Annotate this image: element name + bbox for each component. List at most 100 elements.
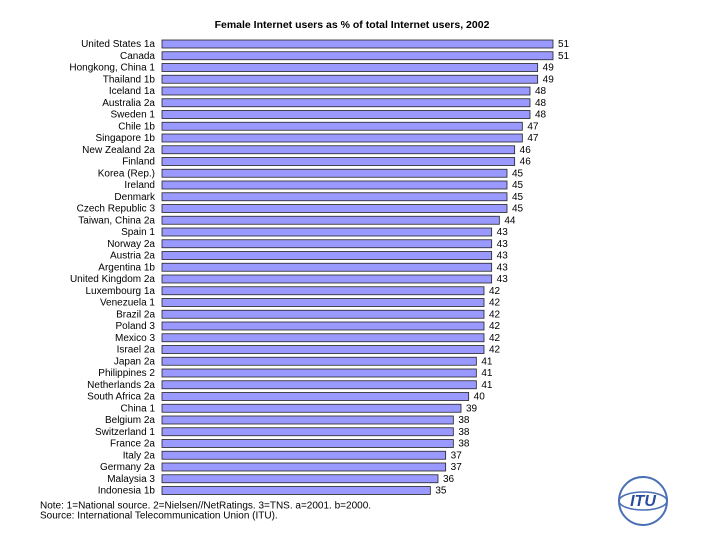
y-tick-label: France 2a xyxy=(110,439,155,450)
value-label: 43 xyxy=(497,262,509,273)
value-label: 40 xyxy=(474,392,486,403)
bar xyxy=(161,392,470,401)
bar xyxy=(161,110,531,119)
value-label: 46 xyxy=(520,157,532,168)
bar xyxy=(161,450,447,460)
value-label: 49 xyxy=(543,63,555,74)
value-label: 42 xyxy=(489,286,501,297)
value-label: 42 xyxy=(489,345,501,356)
value-label: 45 xyxy=(512,168,524,179)
value-label: 47 xyxy=(527,121,539,132)
value-label: 45 xyxy=(512,192,524,203)
value-label: 39 xyxy=(466,403,478,414)
y-tick-label: Brazil 2a xyxy=(116,309,155,320)
bar xyxy=(161,262,493,272)
y-tick-label: Taiwan, China 2a xyxy=(78,215,155,226)
value-label: 51 xyxy=(558,51,570,62)
bar xyxy=(161,133,523,143)
y-tick-label: Australia 2a xyxy=(102,98,155,109)
y-tick-label: Italy 2a xyxy=(123,450,156,461)
bar xyxy=(161,215,500,225)
y-tick-label: Argentina 1b xyxy=(98,262,155,273)
value-label: 43 xyxy=(497,274,509,285)
bar xyxy=(161,368,477,378)
y-tick-label: Sweden 1 xyxy=(111,110,156,121)
y-tick-label: Switzerland 1 xyxy=(95,427,155,438)
y-tick-label: Germany 2a xyxy=(100,462,155,473)
value-label: 42 xyxy=(489,321,501,332)
value-label: 35 xyxy=(435,486,447,497)
value-label: 38 xyxy=(458,427,470,438)
bar xyxy=(161,356,477,366)
value-label: 41 xyxy=(481,356,493,367)
footnote: Note: 1=National source. 2=Nielsen//NetR… xyxy=(40,501,371,512)
bar xyxy=(161,380,477,390)
bar xyxy=(161,51,554,61)
value-label: 44 xyxy=(504,215,516,226)
bar xyxy=(161,321,485,331)
logo: ITU xyxy=(618,476,668,526)
bar xyxy=(161,298,485,307)
y-tick-label: South Africa 2a xyxy=(87,392,155,403)
bar xyxy=(161,39,554,49)
y-tick-label: Poland 3 xyxy=(116,321,156,332)
bar xyxy=(161,309,485,319)
value-label: 48 xyxy=(535,86,547,97)
value-label: 43 xyxy=(497,239,509,250)
bar xyxy=(161,403,462,413)
bar xyxy=(161,462,447,472)
y-tick-label: Canada xyxy=(120,51,155,62)
value-label: 48 xyxy=(535,110,547,121)
value-label: 47 xyxy=(527,133,539,144)
bar xyxy=(161,333,485,343)
value-label: 42 xyxy=(489,309,501,320)
y-tick-label: Norway 2a xyxy=(107,239,155,250)
bar xyxy=(161,180,508,190)
y-tick-label: Finland xyxy=(122,157,155,168)
chart-title: Female Internet users as % of total Inte… xyxy=(215,19,490,31)
bar xyxy=(161,286,485,296)
value-label: 42 xyxy=(489,333,501,344)
bar xyxy=(161,439,454,448)
source: Source: International Telecommunication … xyxy=(40,511,278,522)
y-tick-label: Japan 2a xyxy=(114,356,156,367)
value-label: 43 xyxy=(497,227,509,238)
bar xyxy=(161,98,531,108)
y-tick-label: Singapore 1b xyxy=(96,133,156,144)
value-label: 43 xyxy=(497,251,509,262)
bar xyxy=(161,486,431,495)
value-label: 42 xyxy=(489,298,501,309)
value-label: 48 xyxy=(535,98,547,109)
value-label: 41 xyxy=(481,380,493,391)
value-label: 38 xyxy=(458,439,470,450)
bar xyxy=(161,157,516,166)
bar xyxy=(161,86,531,96)
bar xyxy=(161,239,493,249)
value-label: 45 xyxy=(512,180,524,191)
bar xyxy=(161,251,493,260)
y-tick-label: China 1 xyxy=(121,403,156,414)
bar xyxy=(161,427,454,437)
bar xyxy=(161,345,485,354)
value-label: 45 xyxy=(512,204,524,215)
y-tick-label: Thailand 1b xyxy=(103,74,156,85)
y-tick-label: New Zealand 2a xyxy=(82,145,155,156)
bar xyxy=(161,474,439,484)
bar xyxy=(161,204,508,213)
value-label: 36 xyxy=(443,474,455,485)
y-tick-label: Denmark xyxy=(114,192,156,203)
y-tick-label: Hongkong, China 1 xyxy=(69,63,155,74)
y-tick-label: United Kingdom 2a xyxy=(70,274,155,285)
bar xyxy=(161,168,508,178)
y-tick-label: Spain 1 xyxy=(121,227,155,238)
value-label: 51 xyxy=(558,39,570,50)
logo-text: ITU xyxy=(630,493,656,510)
y-tick-label: Indonesia 1b xyxy=(98,486,156,497)
y-tick-label: Belgium 2a xyxy=(105,415,155,426)
bar xyxy=(161,192,508,202)
y-tick-label: Austria 2a xyxy=(110,251,155,262)
value-label: 41 xyxy=(481,368,493,379)
y-tick-label: Czech Republic 3 xyxy=(77,204,156,215)
y-tick-label: Netherlands 2a xyxy=(87,380,155,391)
